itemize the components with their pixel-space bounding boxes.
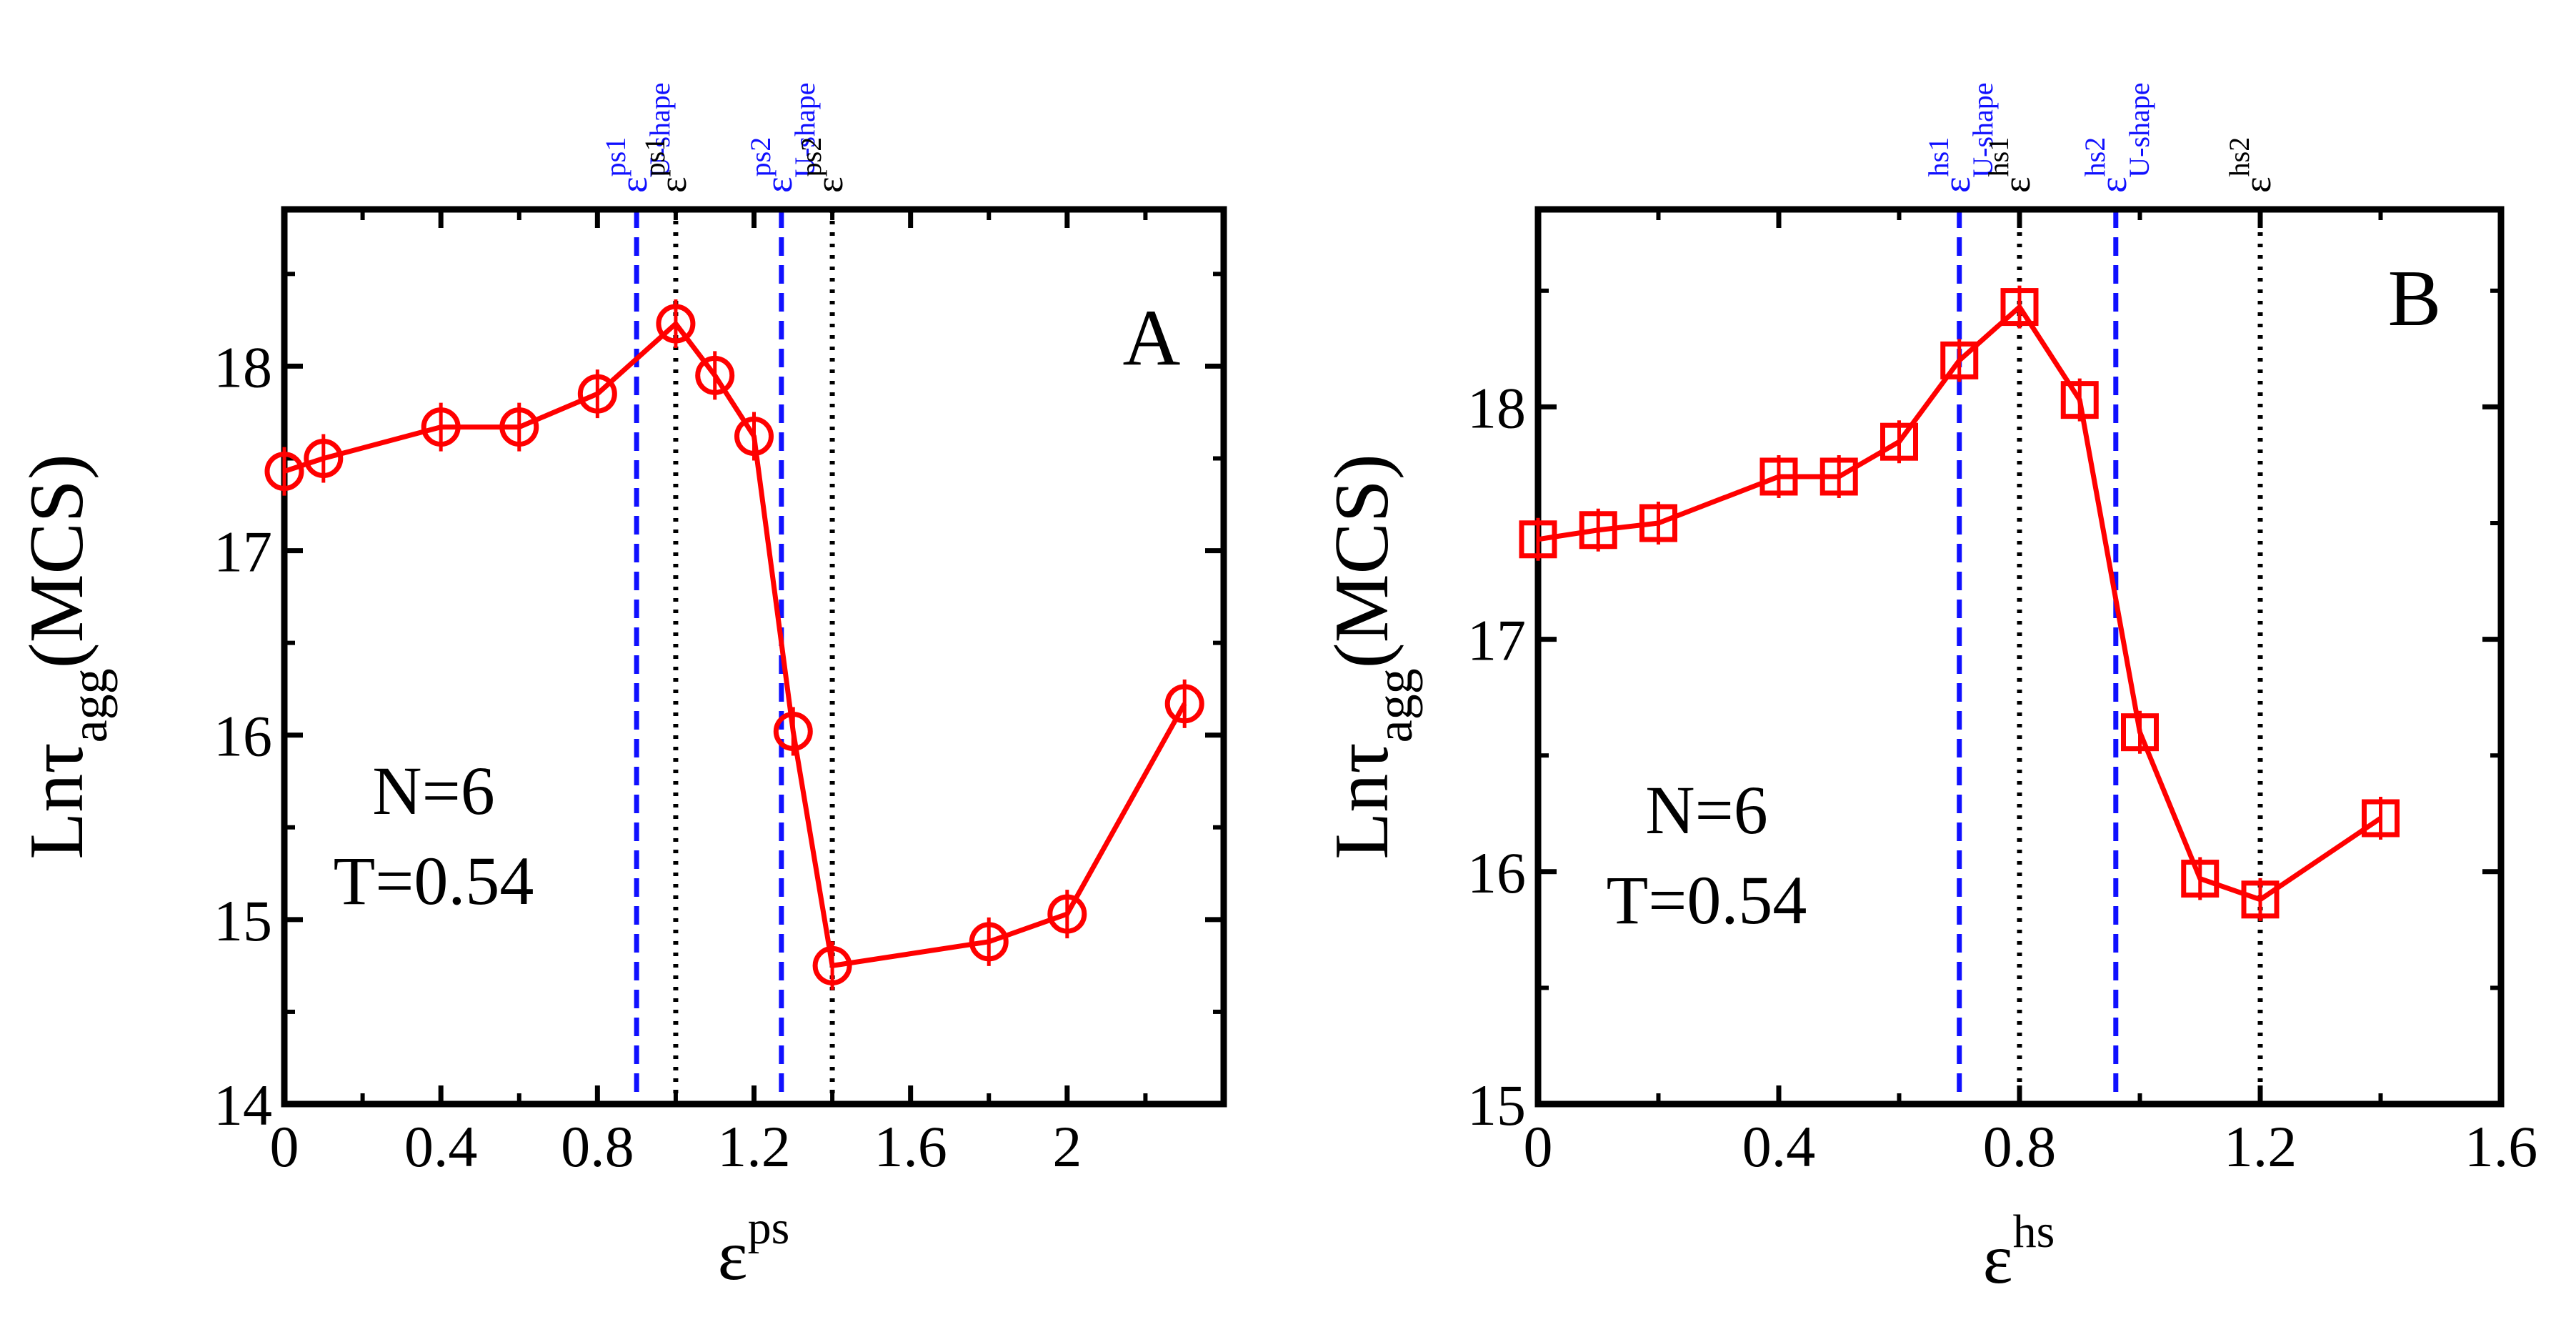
label-superscript: hs2 <box>2223 137 2255 177</box>
axis-label-superscript: ps <box>748 1202 790 1254</box>
label-superscript: hs1 <box>1922 137 1955 177</box>
y-tick-label: 16 <box>214 704 272 769</box>
label-base: ε <box>757 177 800 193</box>
y-tick-label: 15 <box>1467 1073 1526 1138</box>
label-superscript: ps2 <box>795 137 827 177</box>
y-tick-label: 18 <box>1467 375 1526 440</box>
label-base: ε <box>612 177 655 193</box>
label-base: ε <box>2092 177 2135 193</box>
reference-line-label: εps1 <box>639 137 694 193</box>
y-tick-label: 17 <box>1467 608 1526 673</box>
x-tick-label: 0 <box>270 1114 299 1179</box>
y-tick-label: 16 <box>1467 840 1526 905</box>
y-tick-label: 17 <box>214 520 272 585</box>
axis-label-subscript: agg <box>61 668 118 742</box>
reference-line-label: εps1 U-shape <box>599 82 676 193</box>
x-tick-label: 1.2 <box>717 1114 791 1179</box>
reference-line-label: εhs1 U-shape <box>1922 82 1999 193</box>
x-tick-label: 1.6 <box>874 1114 947 1179</box>
x-tick-label: 0.4 <box>1742 1114 1816 1179</box>
x-tick-label: 2 <box>1052 1114 1082 1179</box>
label-superscript: ps1 <box>639 137 671 177</box>
label-subscript: U-shape <box>1967 82 1999 177</box>
x-tick-label: 0.8 <box>1983 1114 2057 1179</box>
axis-label-unit: (MCS) <box>1319 454 1404 668</box>
annotation-text: N=6 <box>1645 772 1767 848</box>
label-superscript: hs2 <box>2079 137 2111 177</box>
x-tick-label: 0.8 <box>561 1114 634 1179</box>
plot-frame <box>281 206 1227 1108</box>
reference-line-label: εhs1 <box>1982 137 2038 193</box>
label-base: ε <box>1935 177 1978 193</box>
label-superscript: ps2 <box>744 137 777 177</box>
x-tick-label: 0.4 <box>404 1114 478 1179</box>
axis-label-subscript: agg <box>1366 668 1423 742</box>
label-base: ε <box>2236 177 2279 193</box>
axis-label-base: ε <box>718 1216 748 1295</box>
y-axis-label: Lnτagg(MCS) <box>1319 454 1423 859</box>
annotation-text: N=6 <box>372 752 494 829</box>
y-axis-label: Lnτagg(MCS) <box>14 454 118 859</box>
y-tick-label: 15 <box>214 888 272 953</box>
annotation-text: T=0.54 <box>1607 862 1807 938</box>
y-tick-label: 14 <box>214 1073 272 1138</box>
label-base: ε <box>1995 177 2038 193</box>
axis-label-superscript: hs <box>2013 1206 2055 1258</box>
x-tick-label: 1.2 <box>2224 1114 2297 1179</box>
label-base: ε <box>652 177 694 193</box>
x-tick-label: 1.6 <box>2465 1114 2538 1179</box>
reference-line-label: εps2 U-shape <box>744 82 821 193</box>
x-axis-label: εps <box>718 1202 790 1295</box>
axis-label-base: ε <box>1983 1219 2013 1298</box>
reference-line-label: εhs2 U-shape <box>2079 82 2155 193</box>
axis-label-base: Lnτ <box>1319 742 1404 859</box>
panel-label: B <box>2388 254 2442 343</box>
axis-label-base: Lnτ <box>14 742 99 859</box>
label-base: ε <box>808 177 851 193</box>
x-tick-label: 0 <box>1524 1114 1553 1179</box>
panel-label: A <box>1123 294 1181 382</box>
label-subscript: U-shape <box>2123 82 2155 177</box>
x-axis-label: εhs <box>1983 1206 2055 1298</box>
reference-line-label: εps2 <box>795 137 851 193</box>
label-superscript: ps1 <box>599 137 631 177</box>
annotation-text: T=0.54 <box>334 843 534 919</box>
label-subscript: U-shape <box>789 82 821 177</box>
label-superscript: hs1 <box>1982 137 2015 177</box>
label-subscript: U-shape <box>644 82 676 177</box>
reference-line-label: εhs2 <box>2223 137 2279 193</box>
axis-label-unit: (MCS) <box>14 454 99 668</box>
y-tick-label: 18 <box>214 334 272 399</box>
